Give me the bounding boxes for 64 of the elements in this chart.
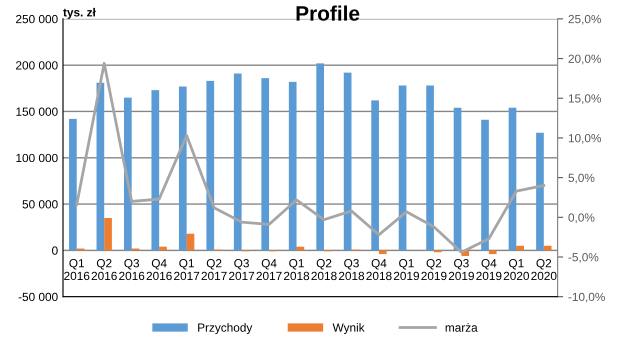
bar — [454, 108, 462, 250]
y2-tick-label: 0,0% — [568, 213, 594, 224]
bar — [69, 118, 77, 250]
x-tick-label: Q4 2019 — [476, 259, 502, 280]
x-tick-label: Q3 2018 — [338, 259, 364, 280]
x-tick-label: Q2 2020 — [531, 259, 556, 280]
bar — [159, 246, 167, 250]
bar — [516, 246, 524, 250]
bar — [186, 234, 194, 250]
bar — [481, 120, 489, 250]
x-tick-label: Q3 2017 — [229, 259, 254, 280]
x-tick-label: Q2 2017 — [202, 259, 227, 280]
x-tick-label: Q2 2018 — [311, 259, 337, 280]
x-tick-label: Q1 2017 — [174, 259, 200, 280]
y-tick-label: 250 000 — [16, 14, 58, 24]
y2-tick-label: 25,0% — [568, 14, 602, 25]
x-tick-label: Q1 2020 — [504, 259, 530, 280]
y-tick-label: 100 000 — [16, 154, 58, 162]
bar — [398, 86, 406, 250]
bar — [316, 63, 324, 250]
bar — [234, 74, 242, 250]
x-tick-label: Q1 2016 — [64, 259, 90, 280]
bar — [544, 246, 552, 250]
x-tick-label: Q4 2017 — [256, 259, 282, 280]
bar — [178, 86, 187, 250]
x-tick-label: Q2 2016 — [92, 259, 117, 280]
y-tick-label: 150 000 — [16, 108, 58, 116]
y2-tick-label: 15,0% — [568, 94, 602, 104]
bar — [344, 72, 352, 250]
y-tick-label: -50 000 — [18, 292, 58, 302]
y2-tick-label: 20,0% — [568, 54, 602, 64]
bar — [104, 218, 112, 250]
legend-label: marża — [446, 323, 478, 332]
x-tick-label: Q1 2019 — [394, 259, 420, 280]
bar — [296, 246, 304, 250]
bar — [508, 108, 516, 250]
bar — [206, 80, 214, 250]
bar — [536, 132, 544, 250]
x-tick-label: Q2 2019 — [421, 259, 446, 280]
bar — [96, 82, 104, 250]
y2-tick-label: 5,0% — [568, 174, 594, 184]
bar — [261, 78, 270, 250]
x-tick-label: Q4 2018 — [366, 259, 392, 280]
y-tick-label: 0 — [52, 246, 58, 255]
line-series — [75, 62, 546, 254]
chart-title: Profile — [296, 5, 360, 21]
y-tick-label: 50 000 — [22, 200, 58, 208]
y2-tick-label: 10,0% — [568, 134, 602, 144]
x-tick-label: Q3 2019 — [448, 259, 474, 280]
legend-label: Wynik — [332, 323, 365, 334]
bar — [151, 90, 160, 250]
bar — [371, 100, 379, 250]
y2-tick-label: -10,0% — [568, 292, 605, 302]
bar — [378, 250, 387, 254]
y2-tick-label: -5,0% — [568, 253, 598, 263]
x-tick-label: Q1 2018 — [284, 259, 310, 280]
bar — [488, 250, 497, 254]
legend-label: Przychody — [198, 323, 252, 334]
x-tick-label: Q3 2016 — [119, 259, 144, 280]
bar — [288, 82, 297, 250]
bar — [426, 86, 434, 250]
x-tick-label: Q4 2016 — [146, 259, 172, 280]
y-tick-label: 200 000 — [16, 61, 58, 70]
y-axis-title: tys. zł — [63, 8, 96, 19]
